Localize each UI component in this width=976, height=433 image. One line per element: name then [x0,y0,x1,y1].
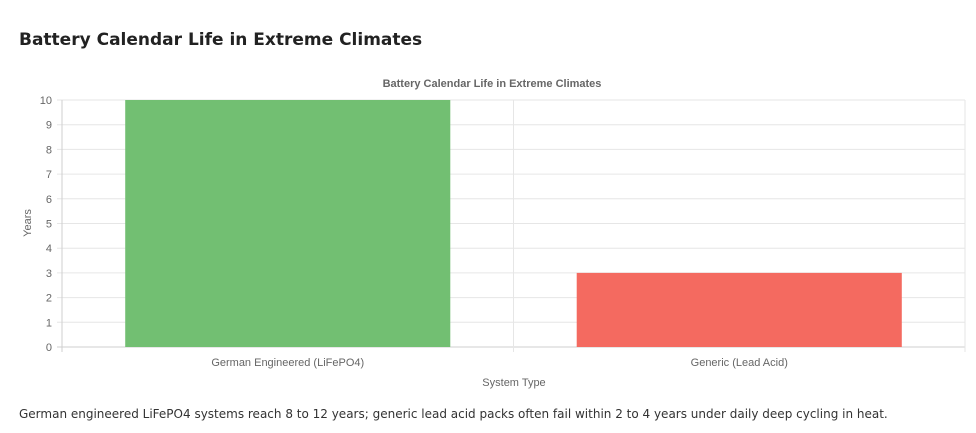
chart-title: Battery Calendar Life in Extreme Climate… [383,78,602,90]
axes: 0 1 2 3 4 5 6 7 8 9 10 German Engineered (LiFePO4) G… [40,95,788,369]
bar [576,272,902,347]
y-tick-label: 10 [40,95,52,107]
page-title: Battery Calendar Life in Extreme Climate… [19,30,423,50]
y-tick-label: 0 [46,342,52,354]
x-tick-label: German Engineered (LiFePO4) [211,357,364,369]
y-tick-label: 3 [46,268,52,280]
x-tick-label: Generic (Lead Acid) [691,357,788,369]
y-tick-label: 2 [46,293,52,305]
y-tick-label: 9 [46,120,52,132]
y-axis-title: Years [22,209,34,237]
y-tick-label: 6 [46,194,52,206]
chart-caption: German engineered LiFePO4 systems reach … [19,407,888,421]
bar [125,100,451,347]
y-tick-label: 4 [46,243,52,255]
y-tick-label: 8 [46,144,52,156]
chart-container: Battery Calendar Life in Extreme Climate… [0,70,976,400]
x-axis-title: System Type [482,377,545,389]
y-tick-label: 5 [46,219,52,231]
y-tick-label: 7 [46,169,52,181]
bar-chart: Battery Calendar Life in Extreme Climate… [22,78,966,389]
y-tick-label: 1 [46,317,52,329]
bars [125,100,902,347]
